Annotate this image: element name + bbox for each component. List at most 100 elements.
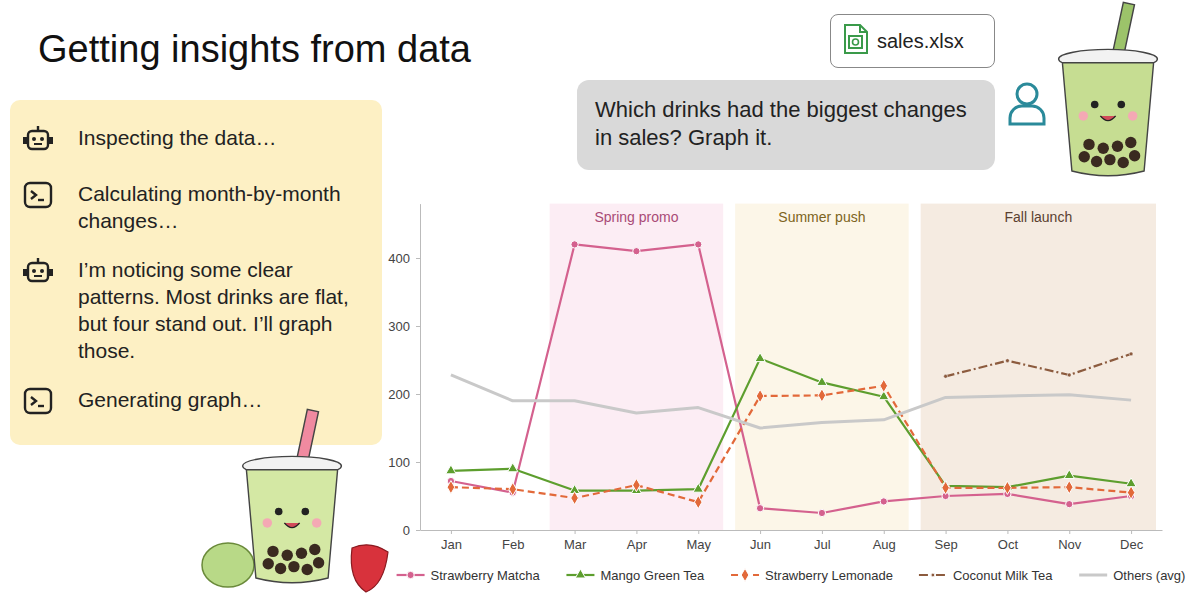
file-chip: sales.xlsx: [830, 14, 995, 68]
annotation-label: Spring promo: [594, 209, 678, 225]
user-icon: [1005, 80, 1049, 128]
x-tick-label: May: [686, 537, 711, 552]
series-marker: [571, 241, 578, 248]
x-tick-mark: [451, 530, 452, 534]
series-marker: [818, 509, 825, 516]
x-tick-label: Dec: [1120, 537, 1144, 552]
y-tick-mark: [416, 462, 420, 463]
decorations: [1059, 2, 1158, 175]
annotation-label: Summer push: [778, 209, 865, 225]
file-icon: [843, 23, 869, 55]
x-tick: Oct: [998, 530, 1019, 552]
y-tick-label: 300: [388, 319, 410, 334]
y-axis: 0 100 200 300 400: [388, 204, 420, 538]
legend-item: Coconut Milk Tea: [919, 568, 1053, 583]
legend-item: Others (avg): [1079, 568, 1185, 583]
series-line: [451, 244, 1131, 513]
legend-item: Strawberry Matcha: [397, 568, 541, 583]
x-tick: Nov: [1058, 530, 1082, 552]
y-tick-label: 400: [388, 251, 410, 266]
x-tick-label: Sep: [935, 537, 958, 552]
y-axis-line: [420, 204, 421, 530]
legend-label: Others (avg): [1113, 568, 1185, 583]
series-marker: [508, 463, 518, 472]
series-marker: [942, 481, 950, 494]
step-text: Inspecting the data…: [78, 124, 363, 151]
x-tick: Jul: [814, 530, 831, 552]
annotation-label: Fall launch: [1004, 209, 1072, 225]
series-line: [451, 386, 1131, 502]
series-marker: [1127, 486, 1135, 499]
x-tick: Jun: [750, 530, 771, 552]
user-prompt: Which drinks had the biggest changes in …: [577, 80, 995, 170]
series-line: [451, 359, 1131, 491]
series-marker: [695, 241, 702, 248]
legend-item: Strawberry Lemonade: [731, 568, 893, 583]
x-tick-mark: [822, 530, 823, 534]
x-tick-mark: [698, 530, 699, 534]
series-marker: [1129, 352, 1133, 356]
x-tick: May: [686, 530, 711, 552]
step: Inspecting the data…: [22, 124, 372, 158]
y-tick: 400: [388, 251, 420, 266]
series-marker: [694, 496, 702, 509]
annotation-bands: Spring promo Summer push Fall launch: [550, 204, 1156, 530]
annotation-band: [735, 204, 909, 530]
series-marker: [1064, 470, 1074, 479]
y-tick-mark: [416, 530, 420, 531]
series-marker: [1067, 373, 1071, 377]
step: Calculating month-by-month changes…: [22, 180, 372, 234]
series-marker: [880, 379, 888, 392]
x-tick: Jan: [441, 530, 462, 552]
y-tick: 200: [388, 387, 420, 402]
x-tick-mark: [1007, 530, 1008, 534]
legend-marker: [575, 569, 585, 578]
x-tick-label: Oct: [998, 537, 1019, 552]
legend-swatch: [919, 574, 947, 576]
terminal-icon: [22, 180, 54, 210]
y-tick-label: 100: [388, 455, 410, 470]
legend-label: Strawberry Lemonade: [765, 568, 893, 583]
step-text: I’m noticing some clear patterns. Most d…: [78, 256, 363, 364]
series-marker: [880, 498, 887, 505]
series-marker: [1005, 359, 1009, 363]
slide-title: Getting insights from data: [38, 28, 471, 71]
series-marker: [509, 483, 517, 496]
legend-label: Mango Green Tea: [600, 568, 705, 583]
series-marker: [633, 479, 641, 492]
agent-icon: [22, 124, 54, 154]
decoration: [1059, 2, 1158, 175]
x-tick-mark: [760, 530, 761, 534]
series-marker: [447, 481, 455, 494]
legend-label: Coconut Milk Tea: [953, 568, 1053, 583]
y-tick-mark: [416, 394, 420, 395]
x-tick-label: Jul: [814, 537, 831, 552]
x-axis-line: [421, 530, 1163, 531]
series-marker: [756, 505, 763, 512]
legend-item: Mango Green Tea: [566, 568, 705, 583]
agent-icon: [22, 256, 54, 286]
series-line: [451, 375, 1131, 428]
decoration: [351, 545, 388, 592]
x-tick-label: Feb: [502, 537, 524, 552]
series-marker: [693, 483, 703, 492]
x-tick-mark: [513, 530, 514, 534]
series-line: [946, 354, 1132, 376]
legend: Strawberry Matcha Mango Green Tea Strawber…: [397, 568, 1186, 583]
y-tick: 100: [388, 455, 420, 470]
step-text: Calculating month-by-month changes…: [78, 180, 363, 234]
x-tick-mark: [1131, 530, 1132, 534]
series-marker: [817, 376, 827, 385]
x-tick-label: Aug: [873, 537, 896, 552]
x-tick-mark: [575, 530, 576, 534]
x-tick: Aug: [873, 530, 896, 552]
x-axis: JanFebMarAprMayJunJulAugSepOctNovDec: [421, 530, 1163, 552]
file-name: sales.xlsx: [877, 30, 964, 53]
y-tick: 0: [403, 523, 420, 538]
x-tick-mark: [884, 530, 885, 534]
series-marker: [755, 353, 765, 362]
x-tick-label: Mar: [564, 537, 587, 552]
x-tick-label: Nov: [1058, 537, 1082, 552]
series-marker: [571, 491, 579, 504]
series-marker: [818, 389, 826, 402]
